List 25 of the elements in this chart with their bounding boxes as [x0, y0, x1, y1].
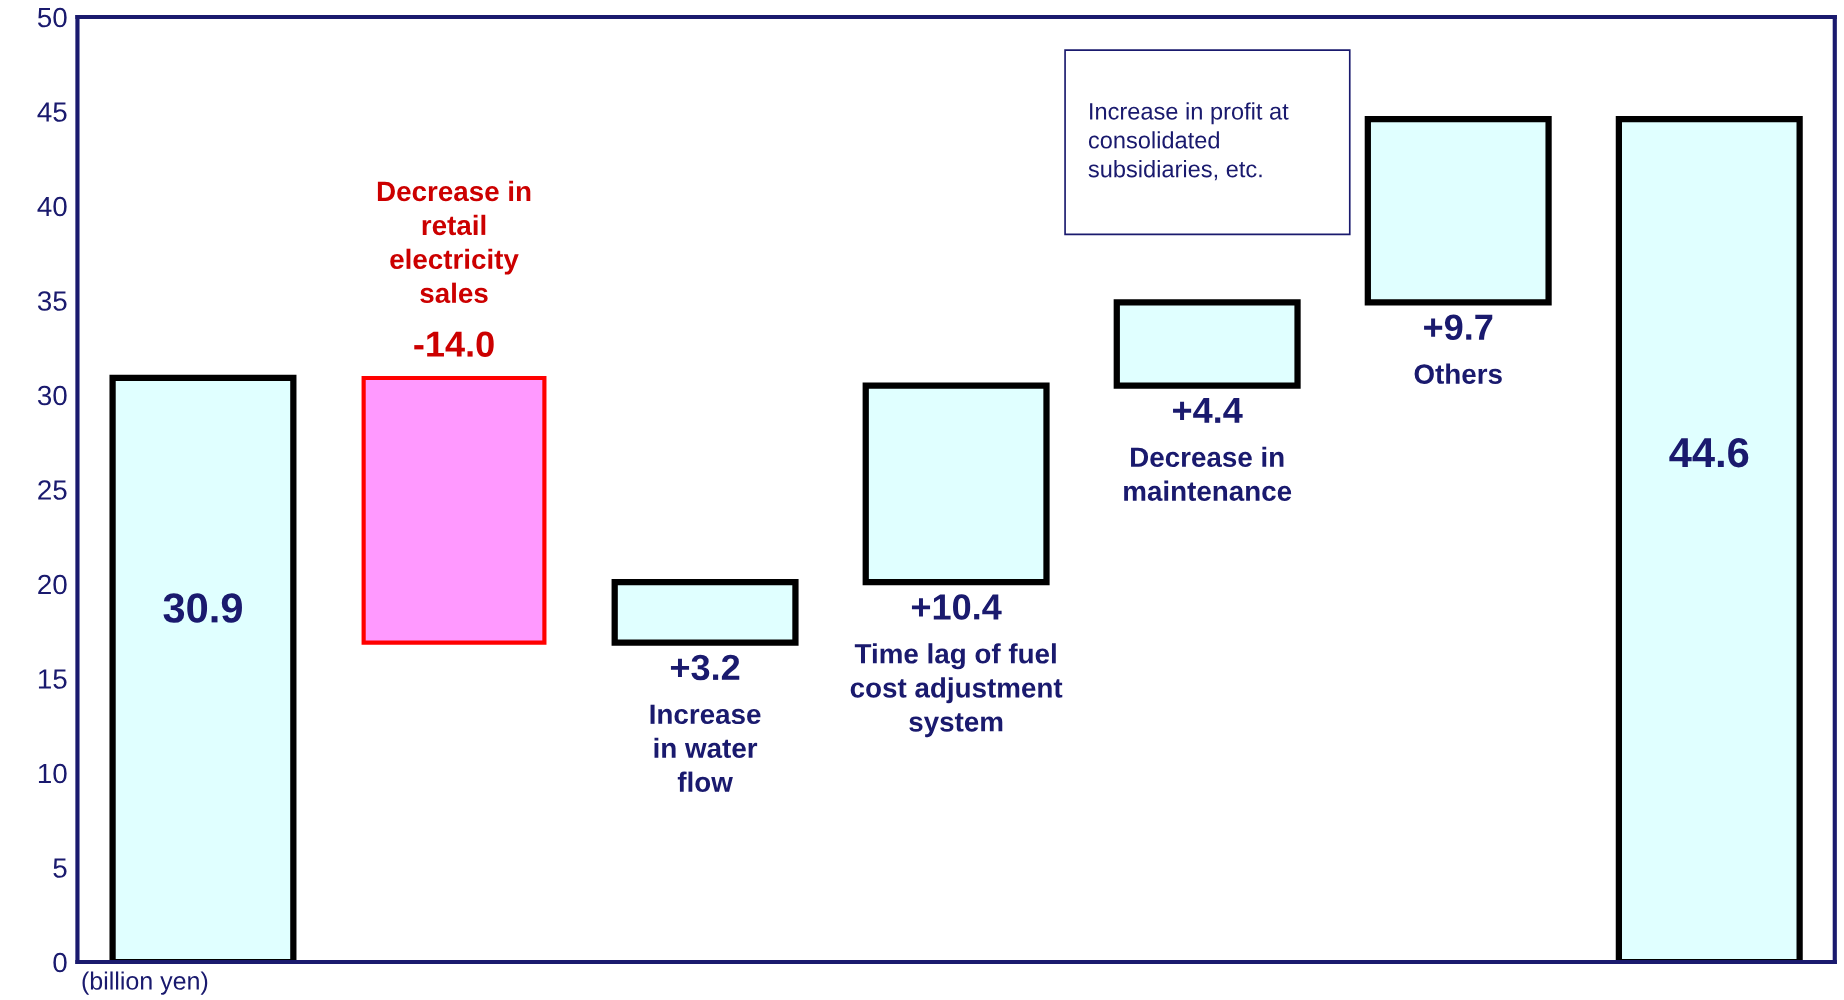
y-tick-label: 45: [37, 102, 67, 122]
text: (billion yen): [82, 971, 208, 995]
data-label: +10.4: [911, 594, 1002, 620]
data-label: 30.9: [163, 593, 242, 623]
y-tick-label: 30: [37, 385, 67, 406]
x-tick-label: Increase in water flow: [650, 704, 761, 792]
x-tick-label: Decrease in maintenance: [1124, 446, 1292, 502]
data-label: +4.4: [1173, 397, 1243, 423]
y-tick-label: 10: [38, 763, 67, 784]
x-tick-label: Decrease in retail electricity sales: [377, 180, 531, 304]
y-tick-label: 15: [38, 669, 67, 689]
x-tick-label: Others: [1414, 363, 1502, 384]
y-tick-label: 25: [38, 480, 67, 500]
y-tick-label: 50: [37, 7, 67, 28]
data-label: -14.0: [414, 331, 494, 357]
annotation: Increase in profit at consolidated subsidiaries, etc.: [1088, 102, 1289, 181]
y-tick-label: 35: [37, 291, 67, 311]
y-tick-label: 20: [38, 574, 67, 595]
x-tick-label: Time lag of fuel cost adjustment system: [850, 643, 1063, 738]
y-tick-label: 5: [53, 858, 67, 878]
y-tick-label: 0: [53, 952, 67, 973]
data-label: 44.6: [1669, 437, 1749, 468]
y-tick-label: 40: [37, 196, 67, 217]
data-label: +9.7: [1424, 314, 1493, 341]
data-label: +3.2: [670, 654, 740, 681]
